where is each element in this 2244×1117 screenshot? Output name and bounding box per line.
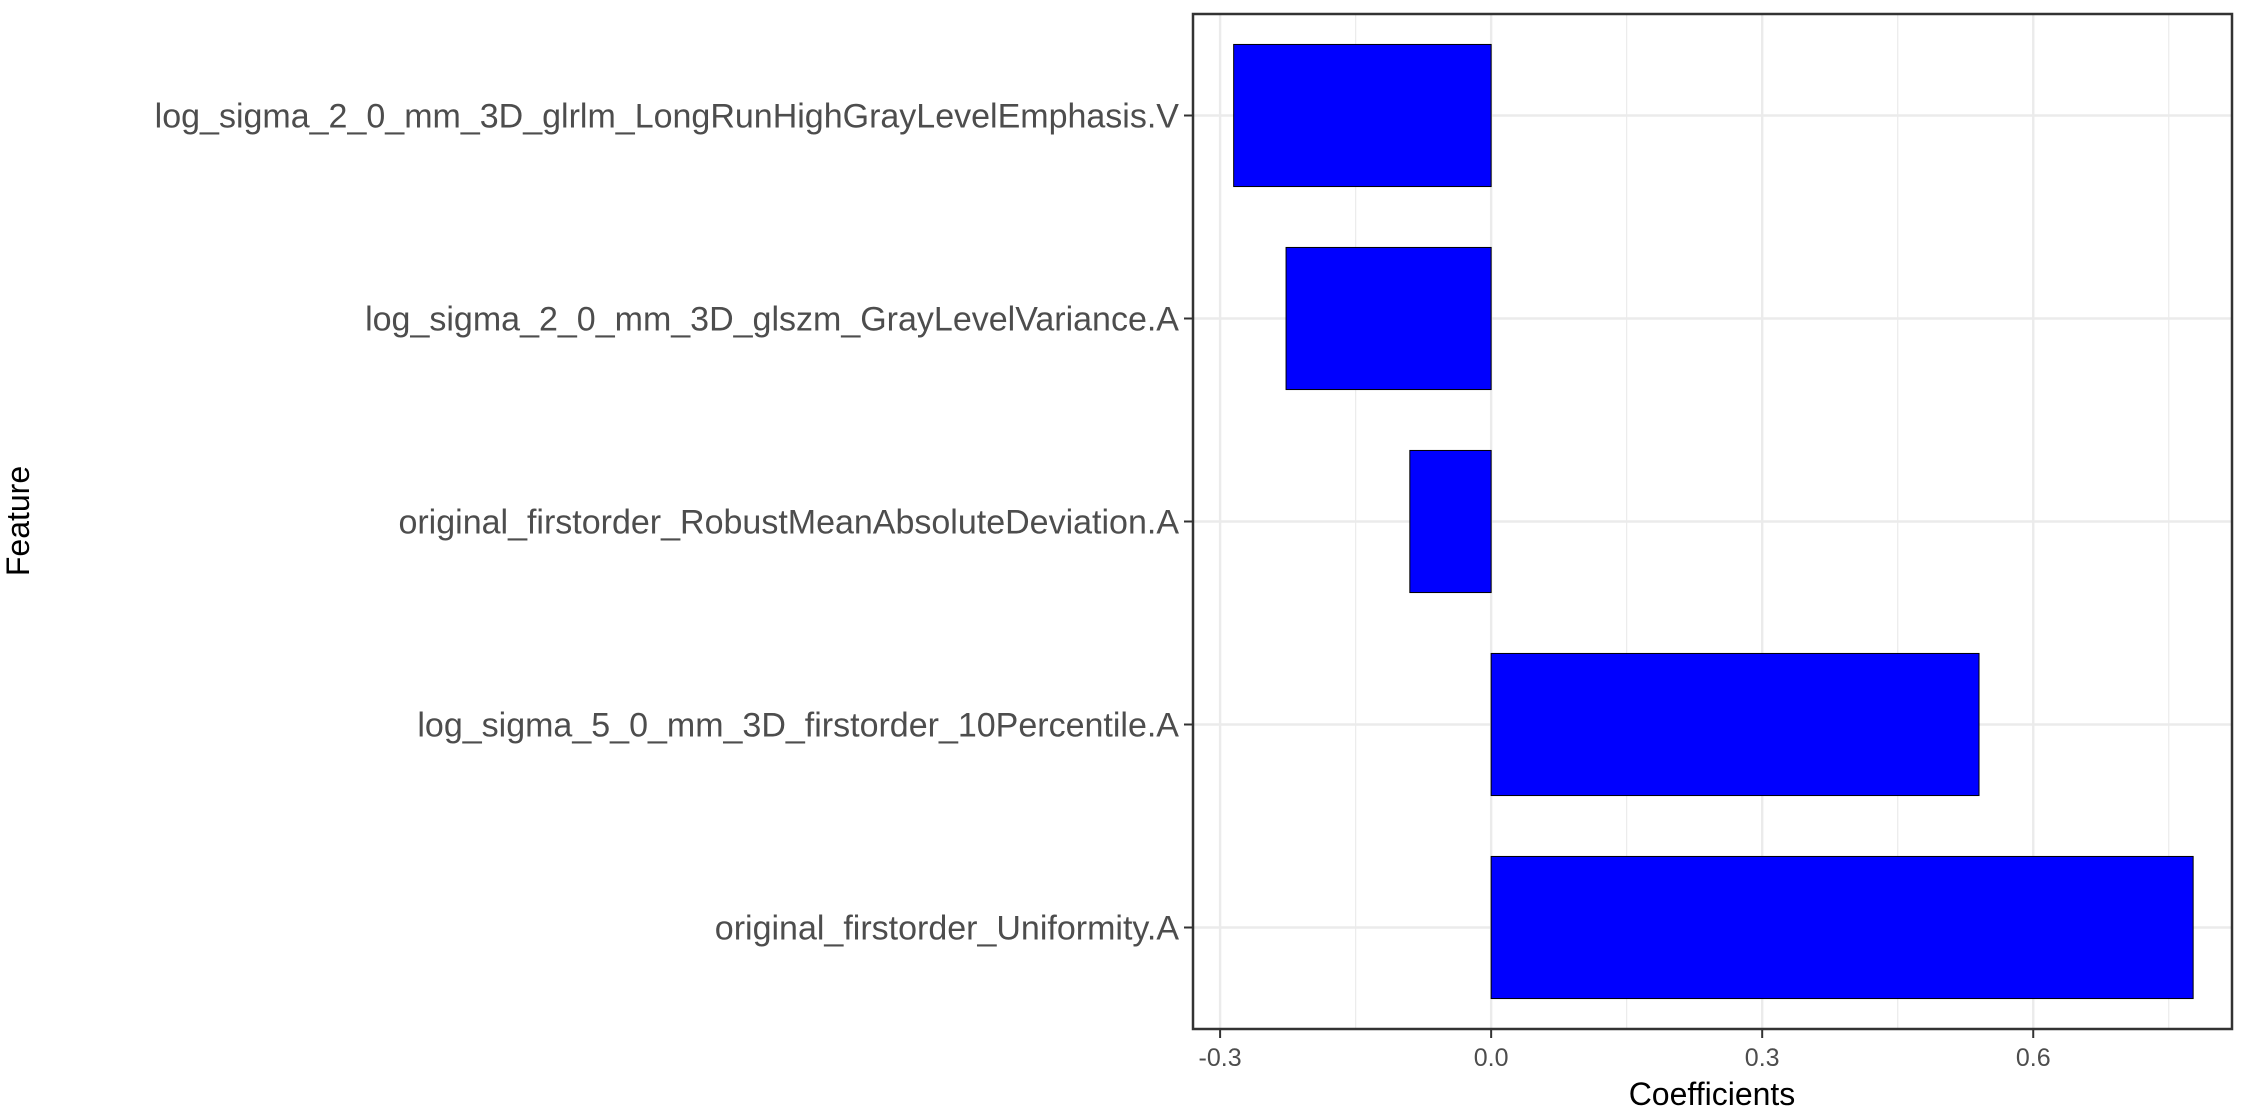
bar <box>1490 652 1980 797</box>
y-tick-label: log_sigma_2_0_mm_3D_glszm_GrayLevelVaria… <box>365 301 1179 339</box>
x-tick-label: -0.3 <box>1199 1044 1242 1072</box>
bar <box>1285 246 1492 391</box>
y-tick-label: log_sigma_2_0_mm_3D_glrlm_LongRunHighGra… <box>155 98 1180 136</box>
bar <box>1490 855 2194 1000</box>
x-tick-label: 0.6 <box>2016 1044 2051 1072</box>
x-axis-ticks: -0.3 0.0 0.3 0.6 <box>1199 1029 2051 1072</box>
bar <box>1409 449 1492 594</box>
x-tick-label: 0.3 <box>1745 1044 1780 1072</box>
bars <box>1233 43 2194 1000</box>
y-tick-label: original_firstorder_Uniformity.A <box>715 910 1180 948</box>
y-axis-ticks: log_sigma_2_0_mm_3D_glrlm_LongRunHighGra… <box>155 98 1193 948</box>
y-axis-title: Feature <box>0 466 36 576</box>
y-tick-label: original_firstorder_RobustMeanAbsoluteDe… <box>398 504 1179 542</box>
y-tick-label: log_sigma_5_0_mm_3D_firstorder_10Percent… <box>417 707 1179 745</box>
bar <box>1233 43 1492 188</box>
x-tick-label: 0.0 <box>1474 1044 1509 1072</box>
x-axis-title: Coefficients <box>1629 1076 1796 1112</box>
